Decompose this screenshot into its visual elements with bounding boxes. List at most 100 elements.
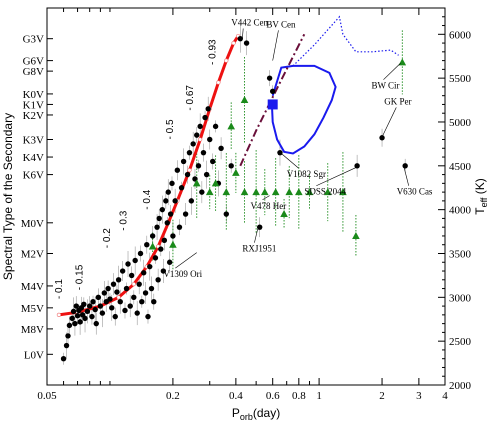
annotation-label: GK Per	[384, 96, 411, 106]
x-axis-title: Porb(day)	[232, 406, 280, 422]
y-left-tick-label: M8V	[21, 324, 44, 336]
data-point	[74, 313, 81, 319]
data-point	[132, 257, 138, 264]
data-point	[99, 310, 106, 316]
data-point	[115, 277, 122, 283]
data-point	[155, 277, 161, 283]
data-point	[123, 285, 130, 292]
data-point	[84, 308, 91, 315]
green-triangle-point	[240, 96, 249, 104]
data-point	[158, 246, 164, 252]
green-triangle-point	[222, 188, 231, 196]
data-point	[141, 270, 147, 276]
green-triangle-point	[271, 188, 280, 196]
annotation-arrow	[281, 153, 299, 169]
data-point	[117, 299, 123, 305]
annotation-label: SDSS 2044	[304, 187, 346, 197]
track-lines-group	[56, 15, 399, 317]
data-point	[172, 198, 178, 204]
y-left-tick-label: M2V	[21, 248, 44, 260]
data-point	[90, 299, 96, 305]
data-point	[167, 211, 174, 217]
data-point	[379, 135, 385, 141]
data-point	[200, 149, 207, 156]
data-point	[70, 308, 77, 315]
x-tick-label: 2	[379, 390, 385, 402]
data-point	[65, 333, 71, 339]
data-point	[203, 171, 210, 178]
data-point	[202, 114, 208, 121]
green-triangle-point	[205, 188, 214, 196]
data-point	[205, 106, 211, 112]
green-triangle-point	[352, 231, 360, 239]
data-point	[195, 163, 202, 169]
data-point	[131, 294, 137, 301]
plot-frame-group	[46, 7, 446, 386]
data-point	[174, 167, 181, 173]
data-point	[81, 301, 87, 308]
track-mass-label: - 0.4	[142, 189, 153, 209]
data-point	[160, 268, 167, 274]
green-triangle-point	[280, 210, 288, 218]
data-point	[165, 189, 171, 195]
data-point	[73, 303, 79, 309]
red-track-marker	[216, 80, 221, 85]
y-right-tick-label: 3000	[449, 292, 472, 304]
y-right-tick-label: 5000	[449, 117, 472, 129]
data-point	[170, 233, 176, 239]
green-triangle-point	[260, 188, 269, 196]
data-point	[223, 211, 229, 217]
y-left-tick-label: M5V	[21, 303, 44, 315]
data-point	[119, 268, 126, 274]
y-left-tick-label: M0V	[21, 218, 44, 230]
y-left-tick-label: M4V	[21, 281, 44, 293]
data-point	[144, 242, 150, 248]
y-left-tick-label: K0V	[23, 89, 44, 101]
y-left-tick-label: G6V	[23, 56, 44, 68]
blue-square-marker	[267, 99, 278, 110]
y-left-axis-title: Spectral Type of the Secondary	[1, 113, 15, 280]
x-tick-label: 3	[416, 390, 422, 402]
y-left-tick-label: K2V	[23, 110, 44, 122]
data-point	[125, 261, 131, 267]
data-point	[137, 250, 144, 257]
error-bars-group	[63, 24, 406, 365]
data-point	[169, 180, 175, 187]
data-point	[127, 303, 133, 309]
data-point	[147, 263, 153, 270]
y-right-tick-label: 6000	[449, 29, 472, 41]
y-left-tick-label: K4V	[23, 152, 44, 164]
data-point	[110, 281, 117, 287]
x-tick-label: 1	[316, 390, 322, 402]
data-point	[139, 299, 145, 305]
red-track-marker	[231, 40, 236, 46]
data-point	[212, 123, 219, 130]
data-point	[63, 342, 70, 349]
x-tick-label: 0.6	[266, 390, 280, 402]
annotation-label: V1309 Ori	[163, 269, 202, 279]
green-triangle-point	[339, 188, 347, 196]
data-point	[188, 198, 195, 204]
annotation-arrow	[316, 167, 357, 187]
red-track-marker	[187, 168, 192, 173]
data-point	[101, 290, 108, 296]
data-point	[149, 233, 156, 239]
track-mass-label: - 0.2	[102, 228, 113, 248]
data-point	[228, 163, 234, 169]
data-point	[136, 281, 142, 287]
data-point	[277, 149, 283, 156]
data-point	[156, 215, 162, 222]
red-evolution-track	[58, 35, 240, 317]
track-mass-label: - 0.3	[119, 210, 130, 230]
green-triangle-point	[211, 179, 220, 187]
data-point	[186, 149, 193, 156]
data-point	[218, 145, 224, 151]
data-point	[184, 171, 191, 178]
annotation-arrow	[175, 252, 197, 269]
annotation-arrow	[403, 167, 409, 186]
track-mass-label: - 0.5	[165, 119, 176, 139]
annotation-label: V630 Cas	[397, 187, 433, 197]
track-mass-label: - 0.93	[208, 39, 219, 65]
data-point	[256, 224, 263, 230]
